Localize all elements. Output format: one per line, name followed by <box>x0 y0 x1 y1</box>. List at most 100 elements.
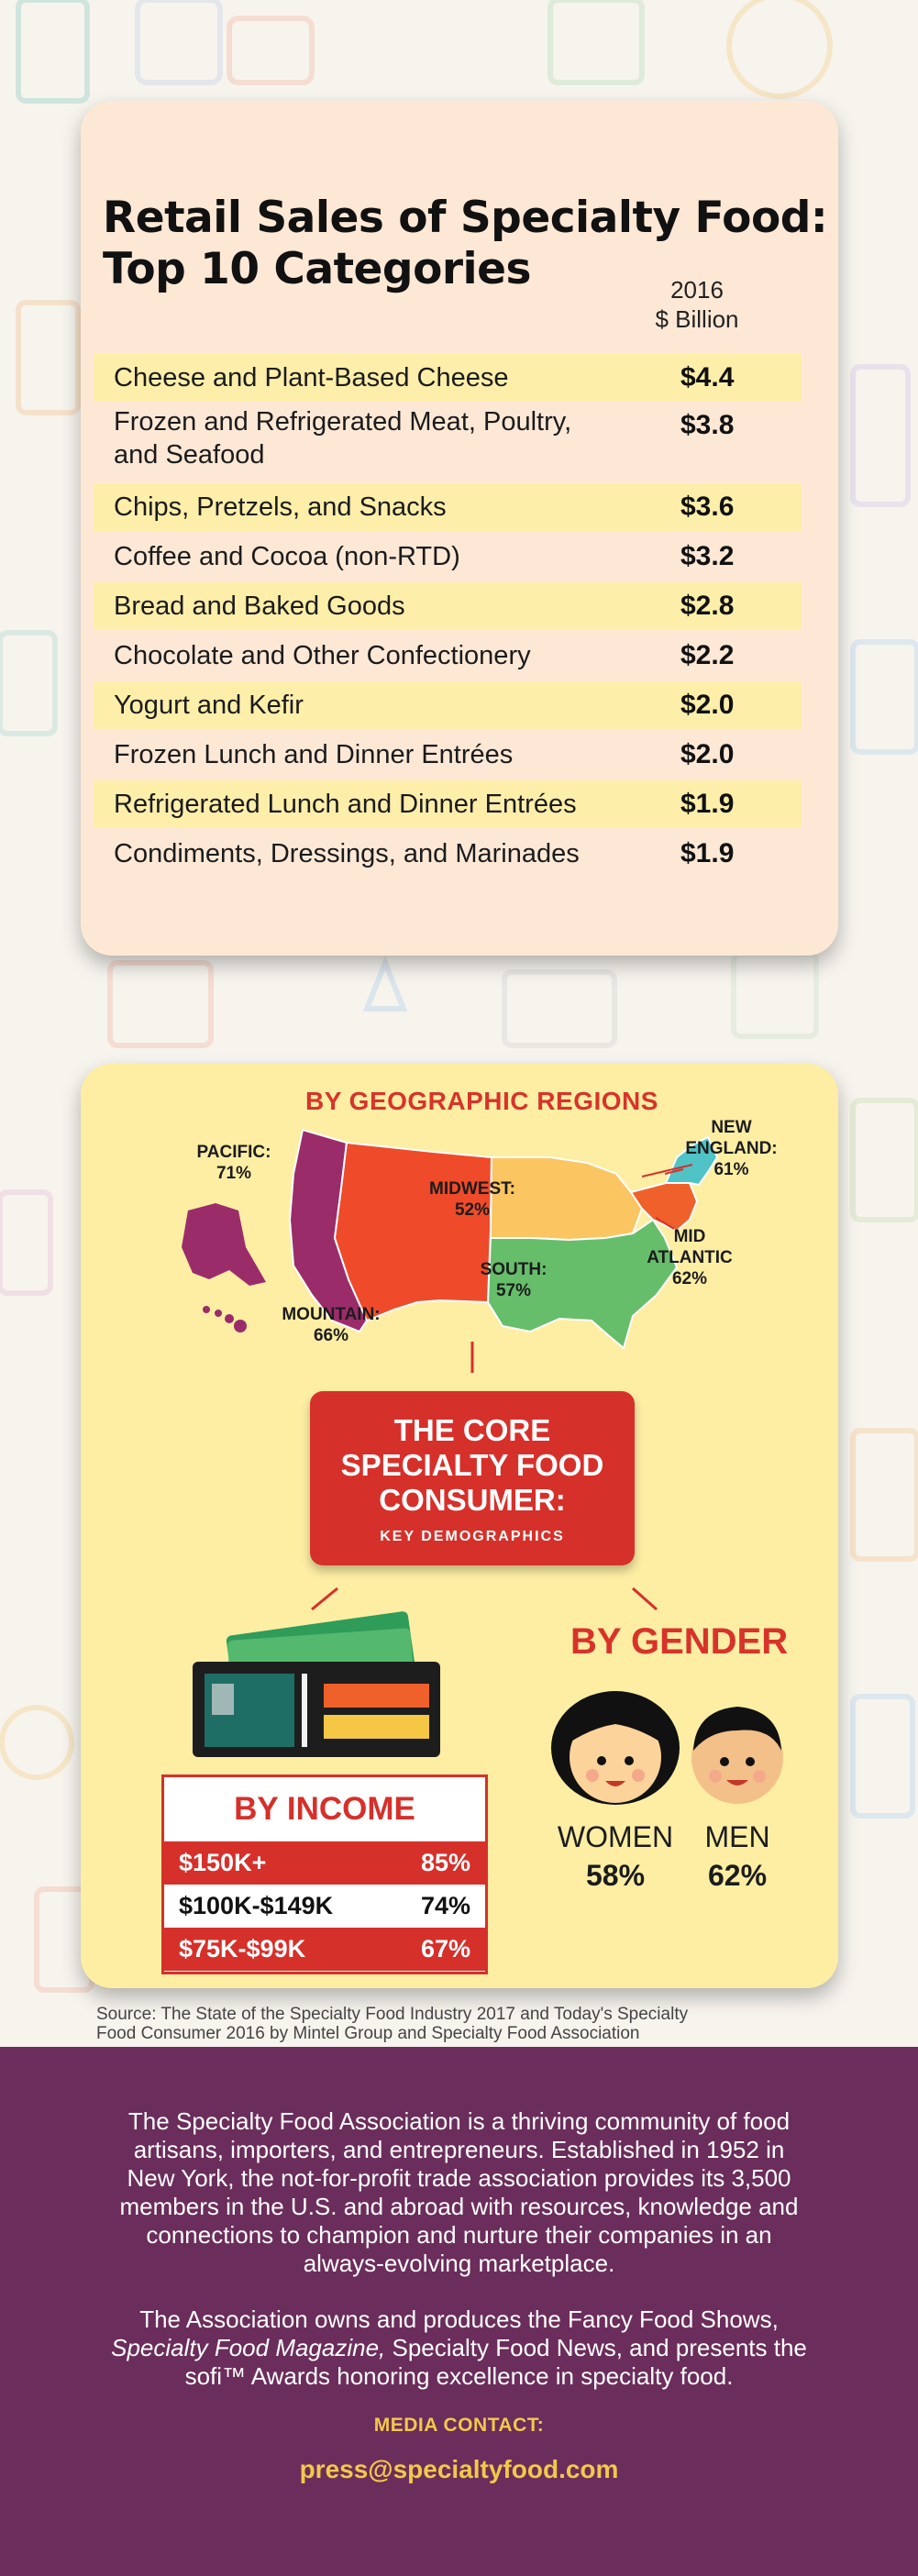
association-paragraph: The Association owns and produces the Fa… <box>111 2305 807 2390</box>
column-year: 2016 <box>670 276 724 304</box>
income-title: BY INCOME <box>234 1791 415 1827</box>
category-value: $3.2 <box>680 541 735 571</box>
table-row: Condiments, Dressings, and Marinades $1.… <box>94 830 802 878</box>
bottle-icon <box>16 0 90 104</box>
category-label: Chocolate and Other Confectionery <box>114 641 531 670</box>
men-percentage: 62% <box>707 1859 768 1892</box>
category-label: Frozen and Refrigerated Meat, Poultry, an… <box>114 407 572 470</box>
category-label: Coffee and Cocoa (non-RTD) <box>114 542 460 571</box>
lemon-icon <box>726 0 833 99</box>
leader-line-mid-atlantic <box>655 1217 675 1230</box>
retail-sales-title: Retail Sales of Specialty Food: Top 10 C… <box>103 193 828 295</box>
footer-panel <box>0 2047 918 2576</box>
table-row: Chips, Pretzels, and Snacks $3.6 <box>94 483 802 531</box>
income-pct: 74% <box>420 1892 470 1919</box>
category-label: Frozen Lunch and Dinner Entrées <box>114 740 514 769</box>
category-value: $2.0 <box>680 739 735 769</box>
women-percentage: 58% <box>585 1859 646 1892</box>
bottle-icon <box>16 300 81 415</box>
region-label-mid-atlantic: MID ATLANTIC 62% <box>647 1227 733 1288</box>
bread-icon <box>502 969 617 1048</box>
can-icon <box>850 639 918 755</box>
value-column-header: 2016 $ Billion <box>637 275 757 334</box>
title-line-1: Retail Sales of Specialty Food: <box>103 193 828 243</box>
map-region-hawaii <box>203 1306 247 1332</box>
category-value: $2.8 <box>680 591 735 621</box>
income-pct: 67% <box>420 1935 470 1962</box>
title-line-2: Top 10 Categories <box>103 244 532 294</box>
wallet-icon <box>193 1611 440 1757</box>
income-range: $100K-$149K <box>179 1892 334 1919</box>
carton-icon <box>547 0 645 85</box>
core-title-line-1: THE CORE <box>393 1413 551 1447</box>
gender-title: BY GENDER <box>570 1621 789 1662</box>
media-contact-email-link[interactable]: press@specialtyfood.com <box>299 2455 619 2483</box>
income-table: BY INCOME $150K+ 85% $100K-$149K 74% $75… <box>161 1774 488 1974</box>
category-value: $2.0 <box>680 690 735 720</box>
income-range: $150K+ <box>179 1849 267 1876</box>
us-map <box>182 1128 719 1611</box>
income-pct: 85% <box>420 1849 470 1876</box>
column-unit: $ Billion <box>655 305 739 333</box>
category-label: Condiments, Dressings, and Marinades <box>114 839 580 868</box>
category-value: $1.9 <box>680 838 735 868</box>
cone-icon <box>362 955 408 1012</box>
leader-line-new-england <box>641 1164 693 1177</box>
map-region-new-england <box>664 1135 719 1187</box>
core-title-line-3: CONSUMER: <box>379 1483 566 1517</box>
income-row: $150K+ 85% <box>164 1841 485 1885</box>
connector-line <box>632 1587 658 1611</box>
region-label-pacific: PACIFIC: 71% <box>196 1143 271 1183</box>
can-icon <box>0 630 58 736</box>
table-row: Chocolate and Other Confectionery $2.2 <box>94 632 802 680</box>
category-value: $3.6 <box>680 492 735 522</box>
men-label: MEN <box>704 1820 770 1853</box>
bottle-icon <box>0 1189 53 1296</box>
table-row: Frozen Lunch and Dinner Entrées $2.0 <box>94 731 802 779</box>
table-row: Refrigerated Lunch and Dinner Entrées $1… <box>94 780 802 828</box>
category-label: Yogurt and Kefir <box>114 691 304 720</box>
income-row: $75K-$99K 67% <box>164 1928 485 1971</box>
can-icon <box>850 1694 915 1819</box>
core-title-line-2: SPECIALTY FOOD <box>340 1448 604 1482</box>
geographic-regions-title: BY GEOGRAPHIC REGIONS <box>305 1087 658 1115</box>
table-row: Bread and Baked Goods $2.8 <box>94 582 802 630</box>
bottle-icon <box>850 364 911 507</box>
leader-line-new-england <box>664 1168 684 1175</box>
category-value: $4.4 <box>680 362 735 392</box>
region-label-south: SOUTH: 57% <box>480 1260 547 1300</box>
map-region-south <box>486 1218 679 1350</box>
category-value: $3.8 <box>680 410 735 440</box>
table-row: Yogurt and Kefir $2.0 <box>94 681 802 729</box>
orange-icon <box>0 1705 74 1780</box>
cheese-icon <box>107 960 214 1048</box>
women-label: WOMEN <box>557 1820 674 1853</box>
category-value: $2.2 <box>680 640 735 670</box>
connector-line <box>311 1587 338 1611</box>
jar-icon <box>135 0 223 85</box>
core-subtitle: KEY DEMOGRAPHICS <box>380 1529 565 1544</box>
category-label: Cheese and Plant-Based Cheese <box>114 363 509 392</box>
region-label-new-england: NEW ENGLAND: 61% <box>685 1118 778 1179</box>
map-region-alaska <box>182 1203 266 1286</box>
region-label-mountain: MOUNTAIN: 66% <box>282 1305 381 1345</box>
jar-icon <box>850 1428 918 1562</box>
source-note: Source: The State of the Specialty Food … <box>96 2005 689 2043</box>
woman-face-icon <box>551 1691 680 1805</box>
media-contact-label: MEDIA CONTACT: <box>373 2415 545 2436</box>
category-label: Bread and Baked Goods <box>114 591 405 621</box>
category-value: $1.9 <box>680 789 735 819</box>
category-label: Refrigerated Lunch and Dinner Entrées <box>114 790 577 819</box>
region-label-midwest: MIDWEST: 52% <box>429 1179 515 1220</box>
table-row: Cheese and Plant-Based Cheese $4.4 <box>94 354 802 402</box>
core-consumer-box: THE CORE SPECIALTY FOOD CONSUMER: KEY DE… <box>310 1391 635 1565</box>
income-range: $75K-$99K <box>179 1935 306 1962</box>
income-row: $100K-$149K 74% <box>164 1885 485 1928</box>
table-row: Frozen and Refrigerated Meat, Poultry, an… <box>94 404 802 473</box>
table-row: Coffee and Cocoa (non-RTD) $3.2 <box>94 533 802 580</box>
about-paragraph: The Specialty Food Association is a thri… <box>119 2107 799 2277</box>
bottle-icon <box>850 1098 918 1222</box>
box-icon <box>227 16 315 85</box>
man-face-icon <box>691 1707 783 1804</box>
category-label: Chips, Pretzels, and Snacks <box>114 492 447 522</box>
